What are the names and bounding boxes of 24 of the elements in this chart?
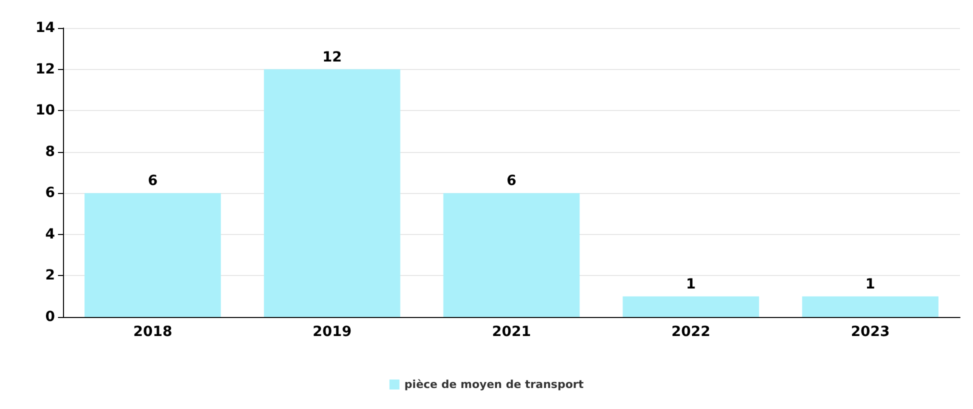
y-tick-label: 14 [36, 20, 56, 36]
bar [264, 69, 400, 317]
y-tick-label: 2 [45, 268, 55, 284]
y-tick-label: 12 [36, 61, 55, 78]
y-tick-label: 8 [45, 144, 55, 160]
data-label: 6 [148, 173, 158, 190]
legend-label: pièce de moyen de transport [404, 378, 584, 391]
x-tick-label: 2019 [312, 324, 352, 340]
data-label: 6 [506, 173, 516, 190]
x-tick-label: 2018 [133, 324, 172, 340]
bar [84, 193, 221, 317]
x-tick-label: 2023 [850, 324, 890, 340]
data-label: 1 [686, 276, 696, 292]
y-tick-label: 4 [45, 226, 56, 242]
bar [622, 296, 760, 317]
x-tick-label: 2022 [671, 324, 710, 340]
y-tick-label: 6 [45, 185, 55, 202]
y-tick-label: 0 [45, 309, 56, 325]
data-label: 1 [865, 276, 876, 292]
data-label: 12 [322, 49, 342, 66]
bar [443, 193, 580, 317]
y-tick-label: 10 [36, 102, 56, 119]
x-tick-label: 2021 [492, 324, 531, 340]
bar [802, 296, 938, 317]
